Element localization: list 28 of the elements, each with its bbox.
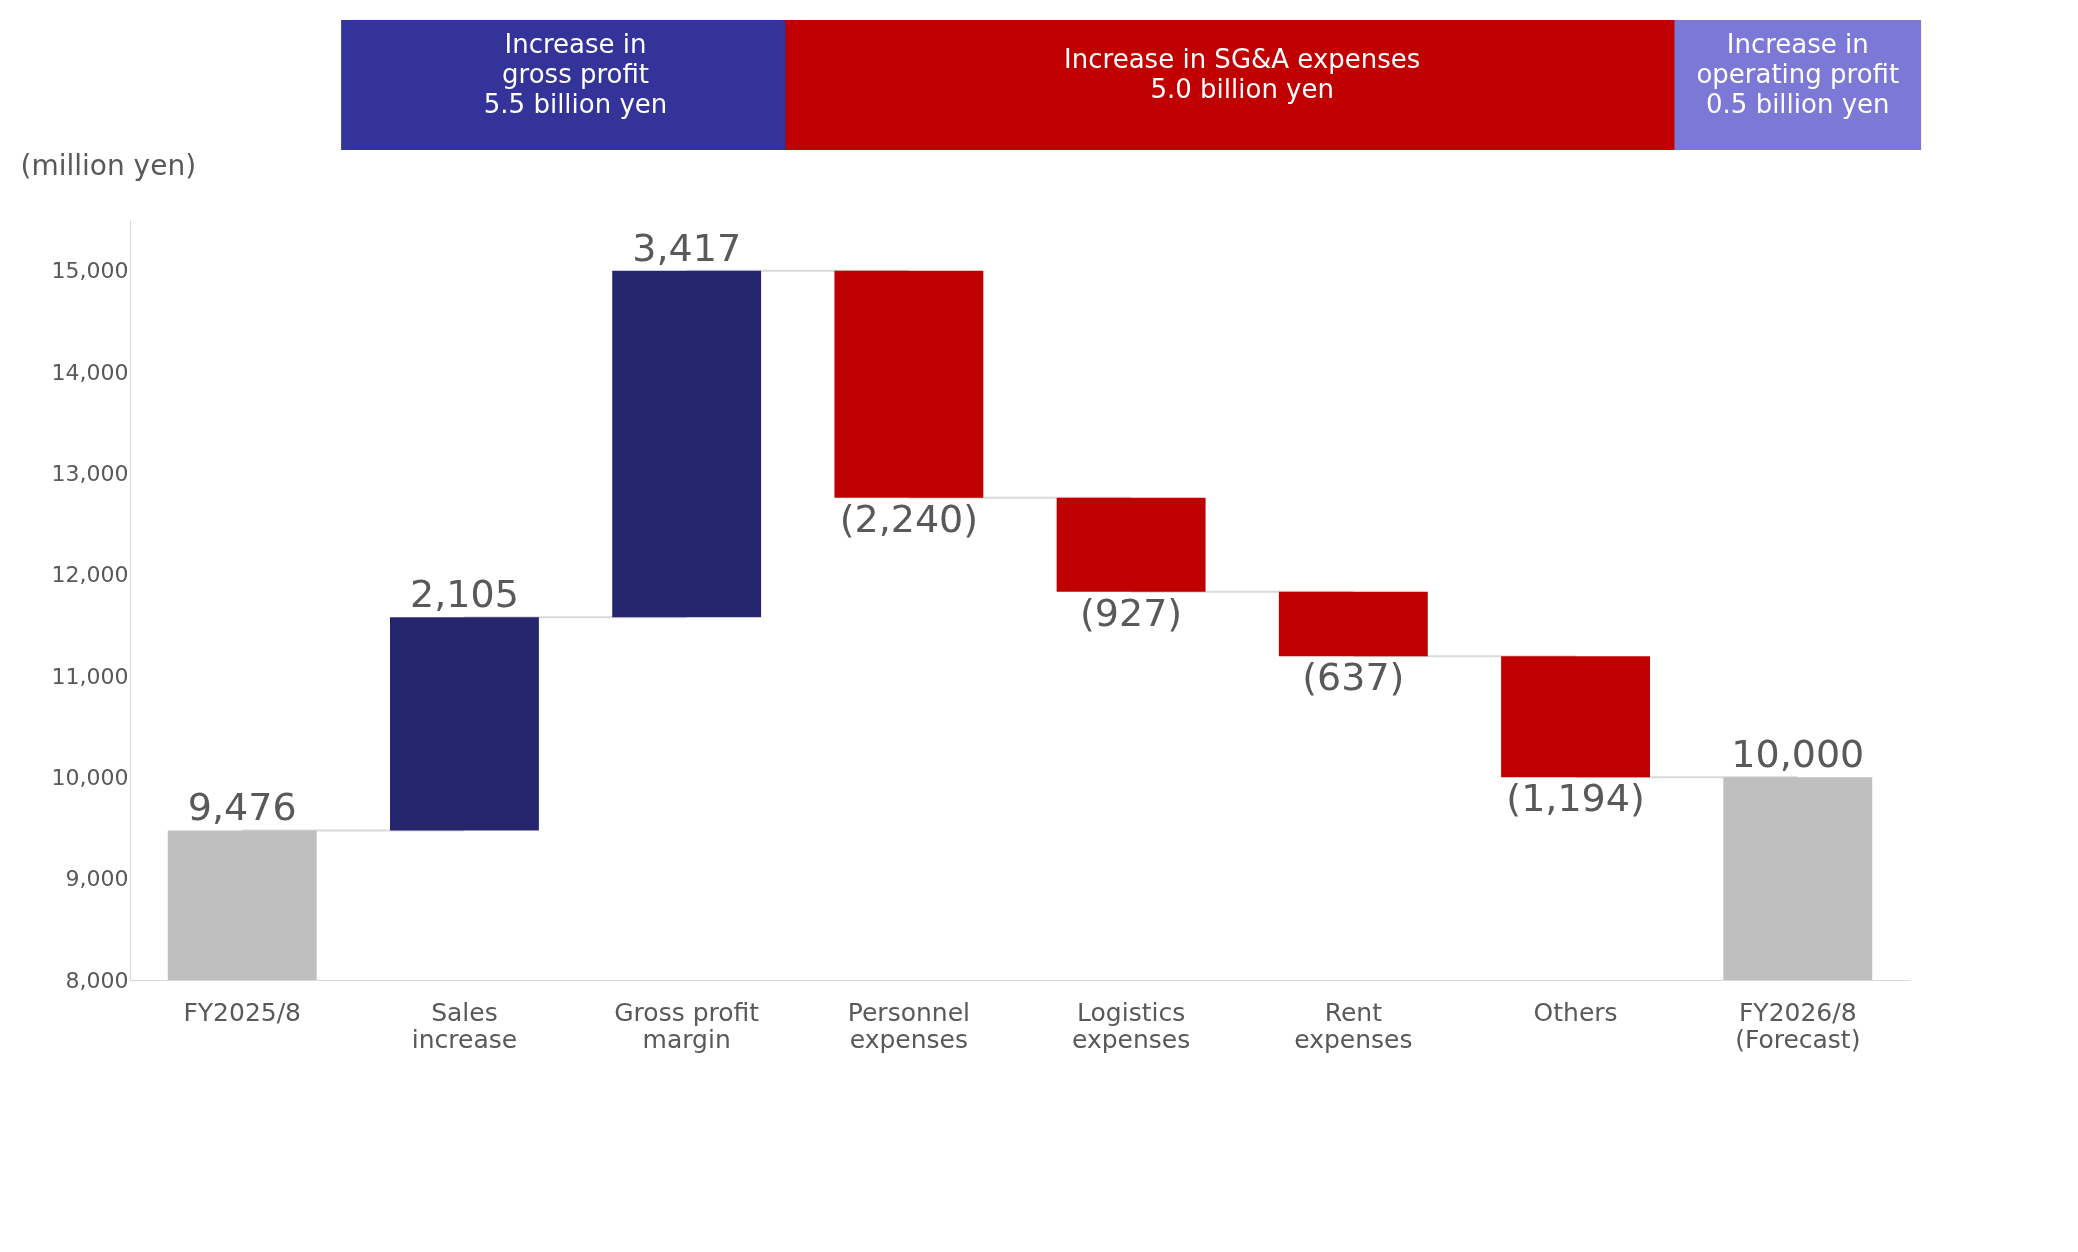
x-tick-label: Logistics expenses <box>1071 997 1191 1054</box>
y-tick-label: 11,000 <box>51 663 129 689</box>
x-tick-label: Rent expenses <box>1294 997 1413 1054</box>
y-axis-title: (million yen) <box>20 148 197 182</box>
x-tick-label: Gross profit margin <box>614 997 760 1054</box>
x-tick-label: Personnel expenses <box>847 997 970 1054</box>
y-tick-label: 9,000 <box>65 866 129 892</box>
data-label: 2,105 <box>410 572 519 617</box>
data-label: 3,417 <box>632 225 742 270</box>
text: Increase in operating profit 0.5 billion yen <box>1696 29 1900 119</box>
x-tick-label: Sales increase <box>411 997 518 1054</box>
text: Increase in gross profit 5.5 billion yen <box>483 29 668 119</box>
text: Increase in SG&A expenses 5.0 billion yen <box>1064 44 1421 104</box>
data-label: (637) <box>1302 655 1405 700</box>
data-label: (927) <box>1080 590 1183 635</box>
y-tick-label: 8,000 <box>65 967 129 993</box>
data-label: (1,194) <box>1506 776 1645 821</box>
data-label: (2,240) <box>839 496 979 541</box>
x-tick-label: FY2026/8 (Forecast) <box>1735 997 1861 1054</box>
y-tick-label: 15,000 <box>51 258 129 284</box>
y-tick-label: 10,000 <box>51 764 129 790</box>
y-tick-label: 12,000 <box>51 562 129 588</box>
y-tick-label: 13,000 <box>51 460 129 486</box>
data-label: 9,476 <box>187 785 297 830</box>
data-label: 10,000 <box>1731 732 1865 777</box>
x-tick-label: FY2025/8 <box>183 997 302 1027</box>
x-tick-label: Others <box>1533 997 1618 1027</box>
y-tick-label: 14,000 <box>51 359 129 385</box>
